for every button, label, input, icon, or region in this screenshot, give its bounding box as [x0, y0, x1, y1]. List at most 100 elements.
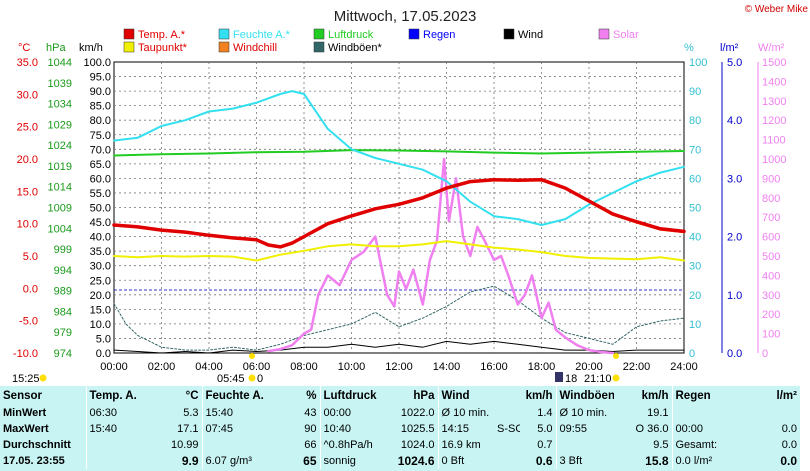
axis-unit-wm2: W/m²	[758, 42, 785, 54]
tick-label-kmh: 15.0	[90, 304, 111, 316]
tick-label-celsius: -10.0	[13, 348, 38, 360]
stats-cell-dir: O	[635, 423, 645, 435]
legend-label: Taupunkt*	[138, 42, 188, 54]
tick-label-percent: 40	[689, 232, 701, 244]
stats-cell	[736, 405, 800, 421]
stats-cell: 00:00	[671, 421, 736, 437]
chart-series	[112, 90, 686, 355]
tick-label-wm2: 200	[762, 309, 780, 321]
tick-label-hpa: 984	[54, 306, 72, 318]
legend-label: Windböen*	[328, 42, 383, 54]
weather-chart: Mittwoch, 17.05.2023 © Weber Mike Temp. …	[12, 4, 809, 385]
stats-cell	[671, 405, 736, 421]
stats-header-humidity-unit: %	[306, 389, 317, 402]
stats-cell: 9.9	[181, 454, 199, 468]
legend-swatch	[313, 28, 325, 40]
tick-label-kmh: 0.0	[96, 348, 111, 360]
axis-unit-celsius: °C	[18, 42, 30, 54]
stats-row-current: 17.05. 23:55 9.9 6.07 g/m³ 65 sonnig 102…	[0, 453, 800, 469]
tick-label-wm2: 700	[762, 212, 780, 224]
chart-axes: 35.0 30.0 25.0 20.0 15.0 10.0 5.0 0.0 -5.0 -10.0 1…	[13, 57, 787, 373]
stats-cell	[85, 453, 138, 469]
stats-cell: 15:40	[201, 405, 264, 421]
tick-label-hpa: 994	[54, 265, 72, 277]
zero-label: 0	[257, 373, 263, 385]
left-time-label: 15:25	[12, 373, 40, 385]
tick-label-wm2: 900	[762, 173, 780, 185]
tick-label-lm2: 3.0	[727, 173, 742, 185]
chart-legend: Temp. A.* Feuchte A.* Luftdruck Regen Wind So…	[123, 28, 639, 54]
stats-row-label: MinWert	[3, 407, 47, 419]
tick-label-percent: 70	[689, 144, 701, 156]
stats-cell: 0.0 l/m²	[671, 453, 736, 469]
stats-cell: 16.9 km	[437, 437, 520, 453]
tick-label-wm2: 1400	[762, 76, 786, 88]
tick-label-wm2: 0	[762, 348, 768, 360]
chart-grid	[114, 62, 684, 353]
tick-label-time: 10:00	[338, 361, 366, 373]
copyright-label: © Weber Mike	[745, 4, 809, 15]
tick-label-hpa: 1024	[48, 140, 72, 152]
tick-label-percent: 20	[689, 290, 701, 302]
sun-marker-axis-right	[613, 353, 619, 359]
stats-cell: 0.0	[781, 439, 797, 451]
stats-header-pressure-unit: hPa	[413, 389, 435, 402]
tick-label-celsius: 25.0	[17, 122, 38, 134]
tick-label-lm2: 0.0	[727, 348, 742, 360]
stats-header-gusts: Windböen	[555, 386, 614, 405]
tick-label-wm2: 1300	[762, 96, 786, 108]
tick-label-hpa: 999	[54, 244, 72, 256]
tick-label-lm2: 2.0	[727, 232, 742, 244]
tick-label-time: 18:00	[528, 361, 556, 373]
stats-cell: O 36.0	[614, 421, 672, 437]
stats-cell: 07:45	[201, 421, 264, 437]
stats-cell: 90	[304, 423, 317, 435]
stats-row-max: MaxWert 15:40 17.1 07:45 90 10:40 1025.5…	[0, 421, 800, 437]
stats-cell: sonnig	[319, 453, 382, 469]
tick-label-celsius: -5.0	[19, 316, 38, 328]
series-line-feuchte-a	[113, 90, 685, 226]
tick-label-time: 04:00	[195, 361, 223, 373]
stats-row-label: 17.05. 23:55	[3, 455, 65, 467]
stats-cell: ^0.8hPa/h	[319, 437, 382, 453]
tick-label-celsius: 0.0	[23, 283, 38, 295]
legend-label: Solar	[613, 29, 639, 41]
stats-cell: 0.0	[781, 423, 797, 435]
stats-header-rain: Regen	[671, 386, 736, 405]
stats-cell: 66	[304, 439, 317, 451]
tick-label-kmh: 60.0	[90, 173, 111, 185]
tick-label-kmh: 85.0	[90, 101, 111, 113]
tick-label-lm2: 5.0	[727, 57, 742, 69]
tick-label-percent: 30	[689, 261, 701, 273]
legend-label: Temp. A.*	[138, 29, 186, 41]
stats-header-gusts-unit: km/h	[641, 389, 669, 402]
tick-label-percent: 90	[689, 86, 701, 98]
stats-cell: 15:40	[85, 421, 138, 437]
stats-header-rain-unit: l/m²	[776, 389, 797, 402]
stats-cell: 1024.6	[397, 454, 435, 468]
tick-label-kmh: 100.0	[83, 57, 111, 69]
stats-cell: 9.5	[653, 439, 669, 451]
tick-label-wm2: 600	[762, 232, 780, 244]
tick-label-celsius: 15.0	[17, 186, 38, 198]
series-line-taupunkt	[113, 240, 685, 262]
tick-label-lm2: 1.0	[727, 290, 742, 302]
tick-label-wm2: 300	[762, 290, 780, 302]
stats-row-label: Durchschnitt	[3, 439, 71, 451]
tick-label-time: 22:00	[623, 361, 651, 373]
tick-label-kmh: 75.0	[90, 130, 111, 142]
stats-header-humidity: Feuchte A.	[201, 386, 264, 405]
tick-label-kmh: 70.0	[90, 144, 111, 156]
tick-label-hpa: 1004	[48, 223, 72, 235]
sun-marker-axis-left	[249, 353, 255, 359]
stats-cell: 10:40	[319, 421, 382, 437]
tick-label-percent: 80	[689, 115, 701, 127]
tick-label-hpa: 1039	[48, 78, 72, 90]
tick-label-wm2: 1200	[762, 115, 786, 127]
statistics-panel: Sensor Temp. A. °C Feuchte A. % Luftdruc…	[0, 386, 800, 471]
tick-label-time: 00:00	[100, 361, 128, 373]
legend-label: Feuchte A.*	[233, 29, 291, 41]
tick-label-kmh: 55.0	[90, 188, 111, 200]
stats-cell: 0 Bft	[437, 453, 520, 469]
tick-label-percent: 100	[689, 57, 707, 69]
